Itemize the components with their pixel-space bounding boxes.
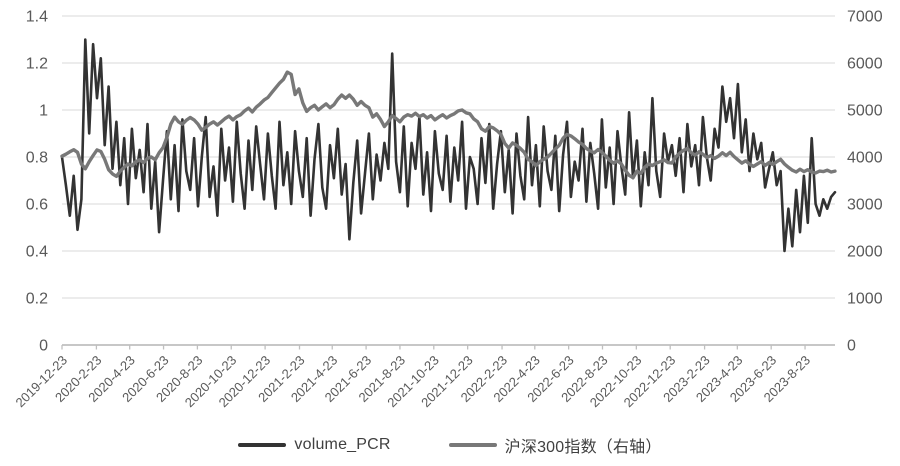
- y-axis-right-tick-label: 5000: [847, 103, 883, 120]
- y-axis-left-tick-label: 1: [39, 103, 48, 120]
- series-line-hs300-index: [60, 70, 837, 180]
- y-axis-left-tick-label: 0: [39, 338, 48, 355]
- legend-label-hs300-index: 沪深300指数（右轴）: [504, 439, 662, 456]
- legend-item-volume-pcr: volume_PCR: [238, 436, 390, 454]
- y-axis-right-tick-label: 3000: [847, 197, 883, 214]
- y-axis-left-tick-label: 0.4: [26, 244, 48, 261]
- y-axis-left-tick-label: 0.8: [26, 150, 48, 167]
- y-axis-right-tick-label: 0: [847, 338, 856, 355]
- y-axis-right-tick-label: 1000: [847, 291, 883, 308]
- legend-swatch-volume-pcr-icon: [238, 443, 287, 447]
- y-axis-left-tick-label: 1.2: [26, 56, 48, 73]
- chart-legend: volume_PCR 沪深300指数（右轴）: [0, 428, 900, 462]
- y-axis-right-tick-label: 4000: [847, 150, 883, 167]
- y-axis-right-tick-label: 6000: [847, 56, 883, 73]
- y-axis-right-tick-label: 2000: [847, 244, 883, 261]
- y-axis-left-tick-label: 0.2: [26, 291, 48, 308]
- y-axis-left-tick-label: 0.6: [26, 197, 48, 214]
- series-line-volume-pcr: [60, 38, 837, 253]
- y-axis-right-tick-label: 7000: [847, 9, 883, 26]
- y-axis-left-tick-label: 1.4: [26, 9, 48, 26]
- legend-label-volume-pcr: volume_PCR: [294, 436, 391, 453]
- legend-swatch-hs300-index-icon: [448, 442, 497, 448]
- legend-item-hs300-index: 沪深300指数（右轴）: [448, 433, 662, 457]
